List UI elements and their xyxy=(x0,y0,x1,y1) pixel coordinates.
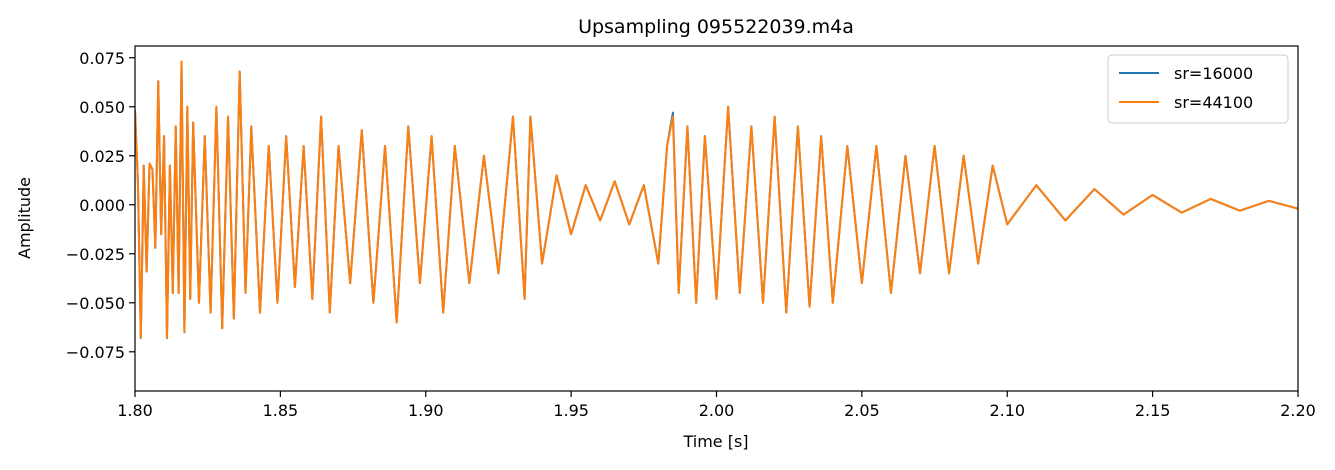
x-tick-label: 1.95 xyxy=(553,401,589,420)
legend-label-1: sr=16000 xyxy=(1174,64,1253,83)
x-tick-label: 2.05 xyxy=(844,401,880,420)
y-tick-label: 0.000 xyxy=(79,196,125,215)
x-tick-label: 1.85 xyxy=(263,401,299,420)
x-tick-label: 2.20 xyxy=(1280,401,1316,420)
legend: sr=16000 sr=44100 xyxy=(1107,54,1289,124)
y-axis-label: Amplitude xyxy=(15,177,34,259)
y-axis: 0.075 0.050 0.025 0.000 −0.025 −0.050 −0.075 xyxy=(66,49,135,362)
x-tick-label: 1.80 xyxy=(117,401,153,420)
x-tick-label: 2.00 xyxy=(699,401,735,420)
x-axis: 1.80 1.85 1.90 1.95 2.00 2.05 2.10 2.15 2.20 xyxy=(117,391,1316,420)
x-tick-label: 2.10 xyxy=(989,401,1025,420)
y-tick-label: 0.075 xyxy=(79,49,125,68)
y-tick-label: 0.050 xyxy=(79,98,125,117)
x-axis-label: Time [s] xyxy=(682,432,748,451)
x-tick-label: 2.15 xyxy=(1135,401,1171,420)
y-tick-label: −0.075 xyxy=(66,343,125,362)
x-tick-label: 1.90 xyxy=(408,401,444,420)
y-tick-label: 0.025 xyxy=(79,147,125,166)
legend-label-2: sr=44100 xyxy=(1174,93,1253,112)
chart-title: Upsampling 095522039.m4a xyxy=(578,16,854,38)
series-line-2 xyxy=(135,60,1298,340)
series-layer xyxy=(135,60,1298,340)
y-tick-label: −0.050 xyxy=(66,294,125,313)
y-tick-label: −0.025 xyxy=(66,245,125,264)
